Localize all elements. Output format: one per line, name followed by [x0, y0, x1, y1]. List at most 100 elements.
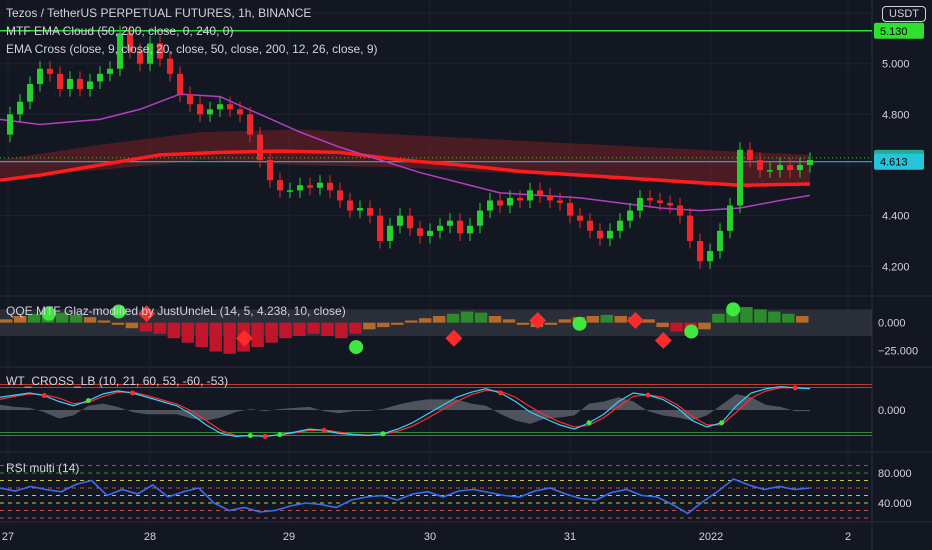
- candle-body: [147, 43, 153, 64]
- qqe-bar: [502, 319, 516, 323]
- qqe-bar: [656, 322, 669, 328]
- qqe-bar: [782, 313, 795, 323]
- candle-body: [787, 164, 793, 171]
- ema-cyan-tag: 4.613: [874, 153, 924, 170]
- candle-body: [587, 220, 593, 231]
- qqe-bar: [698, 322, 711, 330]
- candle-body: [107, 68, 113, 74]
- qqe-buy-marker: [41, 306, 56, 321]
- qqe-bar: [740, 307, 753, 323]
- price-tick-label: 4.200: [882, 261, 910, 273]
- wt-cross-dot: [645, 392, 651, 398]
- candle-body: [97, 73, 103, 82]
- candle-body: [427, 230, 433, 236]
- qqe-bar: [97, 320, 111, 323]
- candle-body: [337, 190, 343, 201]
- qqe-bar: [195, 322, 208, 348]
- candle-body: [407, 215, 413, 229]
- qqe-bar: [377, 322, 390, 328]
- wt-cross-dot: [719, 420, 725, 426]
- candle-body: [567, 202, 573, 216]
- candle-body: [767, 170, 773, 172]
- candle-body: [137, 51, 143, 64]
- candle-body: [117, 33, 123, 69]
- candle-body: [687, 215, 693, 241]
- qqe-bar: [181, 322, 195, 343]
- ema-cyan-tag-text: 4.613: [880, 157, 908, 169]
- qqe-bar: [614, 316, 627, 323]
- qqe-bar: [27, 313, 41, 323]
- qqe-bar: [153, 322, 167, 334]
- qqe-bar: [460, 311, 474, 323]
- indicator-wt-title[interactable]: WT_CROSS_LB (10, 21, 60, 53, -60, -53): [6, 374, 229, 388]
- time-axis[interactable]: 27 28 29 30 31 2022 2: [2, 531, 851, 543]
- qqe-bar: [796, 316, 809, 323]
- price-tick-label: 4.800: [882, 109, 910, 121]
- qqe-buy-marker: [572, 316, 587, 331]
- candle-body: [57, 73, 63, 90]
- candle-body: [397, 215, 403, 226]
- candle-body: [297, 185, 303, 191]
- indicator-qqe-title[interactable]: QQE MTF Glaz-modified by JustUncleL (14,…: [6, 304, 346, 318]
- wt-cross-dot: [380, 431, 386, 437]
- indicator-rsi-title[interactable]: RSI multi (14): [6, 461, 80, 475]
- candle-body: [87, 81, 93, 90]
- rsi-pane[interactable]: [0, 465, 872, 519]
- qqe-bar: [558, 319, 572, 323]
- qqe-sell-marker: [445, 329, 463, 347]
- candle-body: [327, 182, 333, 191]
- time-tick-label: 28: [144, 531, 156, 543]
- chart-title: Tezos / TetherUS PERPETUAL FUTURES, 1h, …: [6, 6, 312, 20]
- qqe-bar: [83, 317, 97, 323]
- qqe-bar: [363, 322, 376, 330]
- candle-body: [667, 202, 673, 206]
- qqe-buy-marker: [111, 304, 126, 319]
- qqe-bar: [391, 322, 404, 325]
- candle-body: [517, 197, 523, 201]
- wavetrend-pane[interactable]: [0, 384, 872, 439]
- candle-body: [547, 195, 553, 201]
- price-tick-label: 5.000: [882, 59, 910, 71]
- wt-fast-line: [0, 386, 811, 437]
- price-pane[interactable]: [0, 25, 872, 269]
- candle-body: [367, 208, 373, 216]
- qqe-bar: [125, 322, 139, 329]
- candle-body: [557, 200, 563, 203]
- time-tick-label: 29: [283, 531, 295, 543]
- candle-body: [757, 159, 763, 171]
- candle-body: [277, 180, 283, 191]
- candle-body: [477, 210, 483, 226]
- candle-body: [417, 228, 423, 236]
- candle-body: [27, 83, 33, 102]
- resistance-tag-text: 5.130: [880, 26, 908, 38]
- candle-body: [77, 78, 83, 90]
- candle-body: [257, 134, 263, 160]
- candle-body: [227, 104, 233, 110]
- candle-body: [507, 197, 513, 206]
- qqe-bar: [307, 322, 320, 334]
- qqe-bar: [293, 322, 306, 336]
- qqe-bar: [432, 316, 446, 323]
- rsi-tick-label: 40.000: [878, 498, 912, 510]
- wt-cross-dot: [85, 398, 91, 404]
- wt-cross-dot: [321, 427, 327, 433]
- candle-body: [467, 225, 473, 234]
- candle-body: [177, 73, 183, 95]
- price-axis[interactable]: 4.2004.4004.8005.0005.2005.1304.6284.613…: [874, 8, 924, 510]
- currency-badge[interactable]: USDT: [882, 6, 926, 22]
- qqe-bar: [670, 322, 683, 332]
- qqe-tick-label: −25.000: [878, 345, 918, 357]
- candle-body: [187, 94, 193, 105]
- qqe-bar: [418, 318, 432, 323]
- qqe-pane[interactable]: [0, 302, 872, 355]
- candle-body: [307, 185, 313, 188]
- qqe-bar: [544, 322, 558, 325]
- qqe-bar: [405, 320, 418, 323]
- indicator-ema-cross[interactable]: EMA Cross (close, 9, close, 20, close, 5…: [6, 42, 378, 56]
- candle-body: [807, 159, 813, 165]
- candle-body: [737, 149, 743, 206]
- indicator-mtf-ema-cloud[interactable]: MTF EMA Cloud (50, 200, close, 0, 240, 0…: [6, 24, 234, 38]
- ema-50-line: [0, 93, 811, 212]
